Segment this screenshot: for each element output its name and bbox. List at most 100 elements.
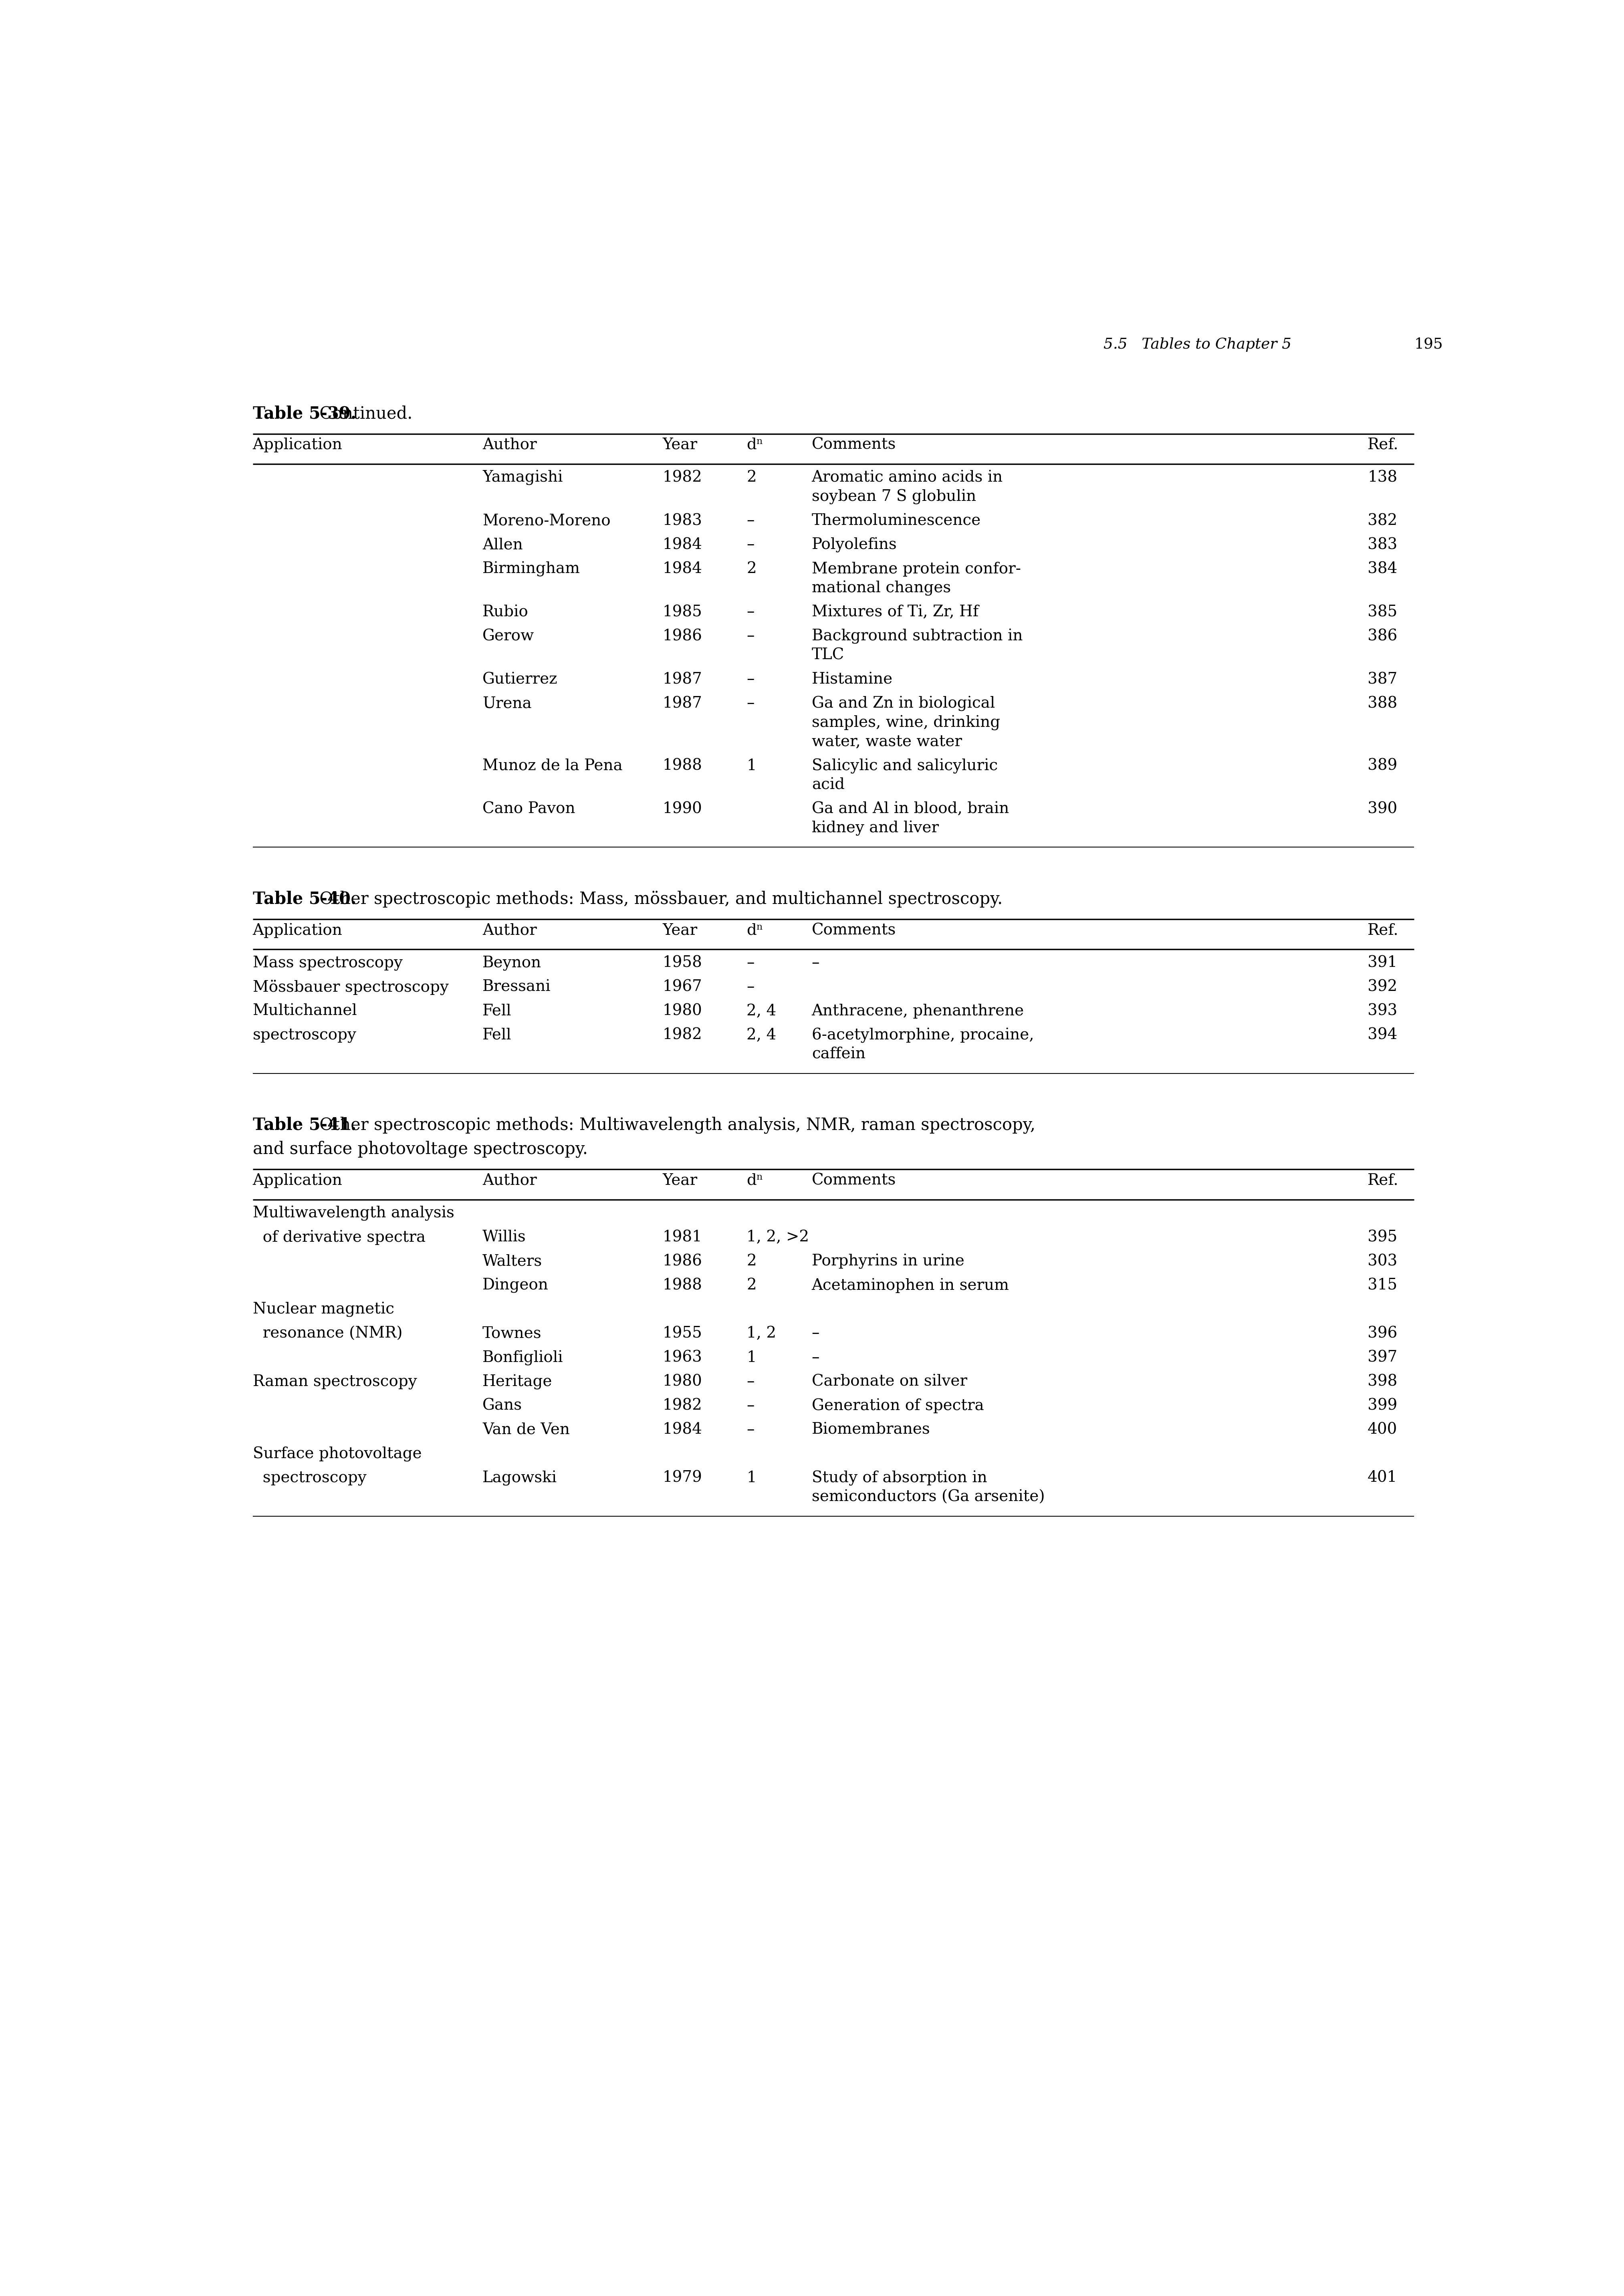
Text: Application: Application bbox=[253, 439, 343, 452]
Text: Cano Pavon: Cano Pavon bbox=[482, 801, 575, 817]
Text: 385: 385 bbox=[1367, 604, 1397, 620]
Text: 303: 303 bbox=[1367, 1254, 1397, 1270]
Text: 1: 1 bbox=[747, 1350, 757, 1366]
Text: 393: 393 bbox=[1367, 1003, 1397, 1019]
Text: Biomembranes: Biomembranes bbox=[812, 1421, 931, 1437]
Text: Nuclear magnetic: Nuclear magnetic bbox=[253, 1302, 395, 1318]
Text: –: – bbox=[747, 629, 754, 643]
Text: –: – bbox=[747, 604, 754, 620]
Text: Ref.: Ref. bbox=[1367, 923, 1398, 937]
Text: 1987: 1987 bbox=[663, 696, 702, 712]
Text: 5.5   Tables to Chapter 5: 5.5 Tables to Chapter 5 bbox=[1104, 338, 1291, 351]
Text: Gutierrez: Gutierrez bbox=[482, 673, 557, 687]
Text: 1985: 1985 bbox=[663, 604, 702, 620]
Text: Salicylic and salicyluric: Salicylic and salicyluric bbox=[812, 758, 997, 774]
Text: Year: Year bbox=[663, 1173, 697, 1187]
Text: Bressani: Bressani bbox=[482, 980, 551, 994]
Text: Generation of spectra: Generation of spectra bbox=[812, 1398, 984, 1414]
Text: Continued.: Continued. bbox=[313, 404, 412, 422]
Text: –: – bbox=[747, 696, 754, 712]
Text: 195: 195 bbox=[1415, 338, 1442, 351]
Text: –: – bbox=[747, 673, 754, 687]
Text: 1955: 1955 bbox=[663, 1327, 702, 1341]
Text: Membrane protein confor-: Membrane protein confor- bbox=[812, 563, 1021, 576]
Text: Mass spectroscopy: Mass spectroscopy bbox=[253, 955, 403, 971]
Text: Comments: Comments bbox=[812, 439, 896, 452]
Text: 1988: 1988 bbox=[663, 758, 702, 774]
Text: Multiwavelength analysis: Multiwavelength analysis bbox=[253, 1205, 455, 1221]
Text: Thermoluminescence: Thermoluminescence bbox=[812, 514, 981, 528]
Text: Mixtures of Ti, Zr, Hf: Mixtures of Ti, Zr, Hf bbox=[812, 604, 978, 620]
Text: 1988: 1988 bbox=[663, 1279, 702, 1293]
Text: 2: 2 bbox=[747, 1254, 757, 1270]
Text: kidney and liver: kidney and liver bbox=[812, 820, 939, 836]
Text: Allen: Allen bbox=[482, 537, 523, 553]
Text: Year: Year bbox=[663, 439, 697, 452]
Text: Porphyrins in urine: Porphyrins in urine bbox=[812, 1254, 965, 1270]
Text: 2, 4: 2, 4 bbox=[747, 1029, 776, 1042]
Text: Background subtraction in: Background subtraction in bbox=[812, 629, 1023, 643]
Text: caffein: caffein bbox=[812, 1047, 866, 1061]
Text: Comments: Comments bbox=[812, 923, 896, 937]
Text: Ref.: Ref. bbox=[1367, 439, 1398, 452]
Text: 1984: 1984 bbox=[663, 537, 702, 553]
Text: 1958: 1958 bbox=[663, 955, 702, 971]
Text: Birmingham: Birmingham bbox=[482, 563, 580, 576]
Text: Table 5-39.: Table 5-39. bbox=[253, 404, 356, 422]
Text: 388: 388 bbox=[1367, 696, 1397, 712]
Text: –: – bbox=[747, 980, 754, 994]
Text: 395: 395 bbox=[1367, 1231, 1397, 1244]
Text: of derivative spectra: of derivative spectra bbox=[253, 1231, 425, 1244]
Text: 1984: 1984 bbox=[663, 1421, 702, 1437]
Text: Beynon: Beynon bbox=[482, 955, 541, 971]
Text: water, waste water: water, waste water bbox=[812, 735, 961, 748]
Text: 2, 4: 2, 4 bbox=[747, 1003, 776, 1019]
Text: Surface photovoltage: Surface photovoltage bbox=[253, 1446, 422, 1463]
Text: 2: 2 bbox=[747, 1279, 757, 1293]
Text: Mössbauer spectroscopy: Mössbauer spectroscopy bbox=[253, 980, 448, 994]
Text: 1, 2: 1, 2 bbox=[747, 1327, 776, 1341]
Text: TLC: TLC bbox=[812, 647, 844, 664]
Text: –: – bbox=[747, 1421, 754, 1437]
Text: Study of absorption in: Study of absorption in bbox=[812, 1469, 987, 1486]
Text: 396: 396 bbox=[1367, 1327, 1397, 1341]
Text: spectroscopy: spectroscopy bbox=[253, 1469, 367, 1486]
Text: dⁿ: dⁿ bbox=[747, 439, 763, 452]
Text: Fell: Fell bbox=[482, 1003, 512, 1019]
Text: Walters: Walters bbox=[482, 1254, 542, 1270]
Text: Polyolefins: Polyolefins bbox=[812, 537, 896, 553]
Text: Author: Author bbox=[482, 923, 538, 937]
Text: 1982: 1982 bbox=[663, 1029, 702, 1042]
Text: 401: 401 bbox=[1367, 1469, 1397, 1486]
Text: 1967: 1967 bbox=[663, 980, 702, 994]
Text: 400: 400 bbox=[1367, 1421, 1397, 1437]
Text: Heritage: Heritage bbox=[482, 1375, 552, 1389]
Text: 1990: 1990 bbox=[663, 801, 702, 817]
Text: Multichannel: Multichannel bbox=[253, 1003, 357, 1019]
Text: Bonfiglioli: Bonfiglioli bbox=[482, 1350, 564, 1366]
Text: 138: 138 bbox=[1367, 471, 1397, 484]
Text: 1983: 1983 bbox=[663, 514, 702, 528]
Text: –: – bbox=[812, 1350, 820, 1366]
Text: 1963: 1963 bbox=[663, 1350, 702, 1366]
Text: 1: 1 bbox=[747, 1469, 757, 1486]
Text: and surface photovoltage spectroscopy.: and surface photovoltage spectroscopy. bbox=[253, 1141, 588, 1157]
Text: –: – bbox=[812, 1327, 820, 1341]
Text: 386: 386 bbox=[1367, 629, 1397, 643]
Text: 2: 2 bbox=[747, 563, 757, 576]
Text: Ga and Zn in biological: Ga and Zn in biological bbox=[812, 696, 996, 712]
Text: 1987: 1987 bbox=[663, 673, 702, 687]
Text: Histamine: Histamine bbox=[812, 673, 893, 687]
Text: 1, 2, >2: 1, 2, >2 bbox=[747, 1231, 809, 1244]
Text: Application: Application bbox=[253, 923, 343, 937]
Text: dⁿ: dⁿ bbox=[747, 1173, 763, 1187]
Text: 387: 387 bbox=[1367, 673, 1397, 687]
Text: 384: 384 bbox=[1367, 563, 1397, 576]
Text: Author: Author bbox=[482, 439, 538, 452]
Text: dⁿ: dⁿ bbox=[747, 923, 763, 937]
Text: samples, wine, drinking: samples, wine, drinking bbox=[812, 714, 1000, 730]
Text: Yamagishi: Yamagishi bbox=[482, 471, 564, 484]
Text: 399: 399 bbox=[1367, 1398, 1397, 1412]
Text: 1980: 1980 bbox=[663, 1003, 702, 1019]
Text: 394: 394 bbox=[1367, 1029, 1397, 1042]
